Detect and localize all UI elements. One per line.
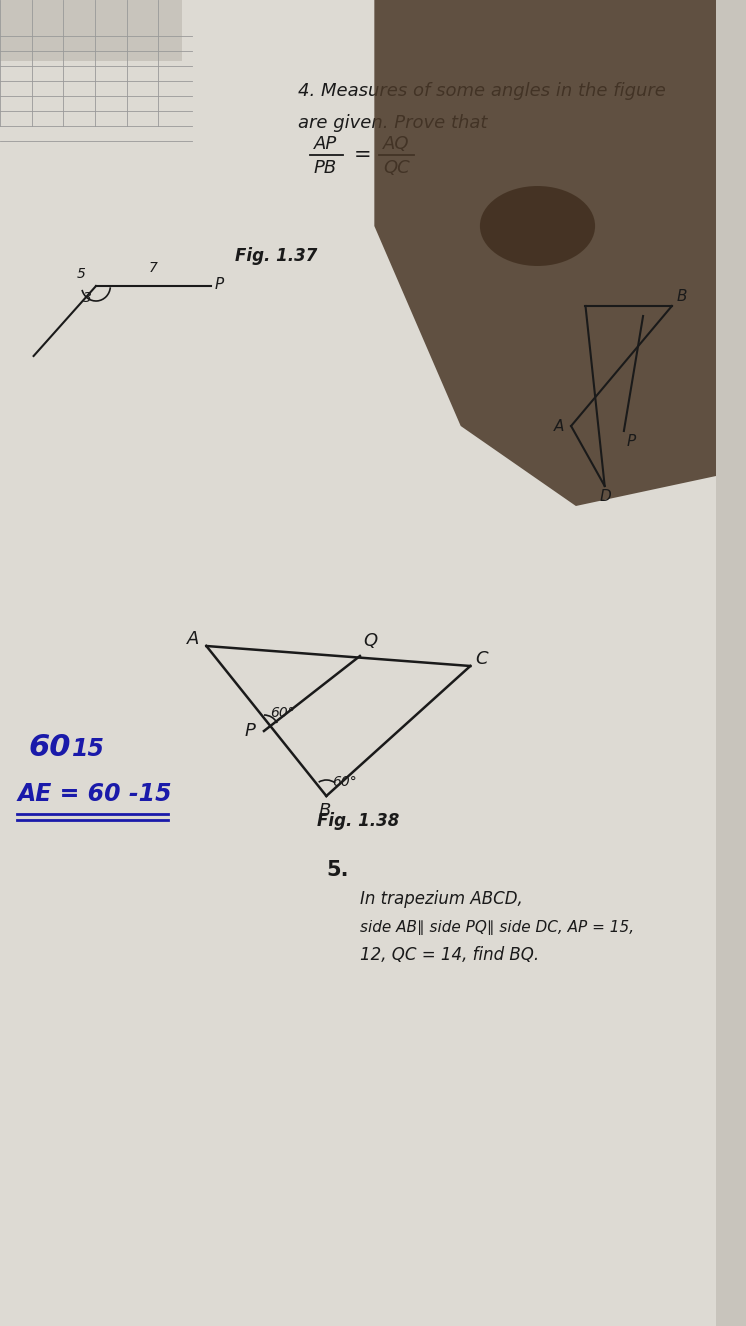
Text: P: P [245, 721, 256, 740]
FancyBboxPatch shape [0, 0, 182, 61]
Text: 60: 60 [29, 733, 72, 762]
Text: side AB∥ side PQ∥ side DC, AP = 15,: side AB∥ side PQ∥ side DC, AP = 15, [360, 920, 634, 935]
Polygon shape [374, 0, 716, 507]
Text: P: P [215, 277, 225, 292]
Text: =: = [354, 145, 372, 164]
Text: P: P [627, 434, 636, 450]
Text: AE = 60 -15: AE = 60 -15 [17, 782, 172, 806]
FancyBboxPatch shape [0, 0, 716, 1326]
Text: AQ: AQ [383, 135, 410, 152]
Text: A: A [187, 630, 199, 648]
Text: AP: AP [314, 135, 337, 152]
Text: QC: QC [383, 159, 410, 176]
Text: 15: 15 [72, 737, 105, 761]
Text: Q: Q [363, 633, 377, 650]
Text: Fig. 1.37: Fig. 1.37 [235, 247, 318, 265]
Text: A: A [554, 419, 564, 434]
Text: 4. Measures of some angles in the figure: 4. Measures of some angles in the figure [298, 82, 665, 99]
Text: 60°: 60° [270, 705, 295, 720]
Text: 7: 7 [148, 261, 157, 274]
Text: are given. Prove that: are given. Prove that [298, 114, 487, 133]
Ellipse shape [480, 186, 595, 267]
Text: PB: PB [314, 159, 337, 176]
Text: B: B [319, 802, 331, 819]
Text: 12, QC = 14, find BQ.: 12, QC = 14, find BQ. [360, 945, 539, 964]
Text: In trapezium ABCD,: In trapezium ABCD, [360, 890, 523, 908]
Text: D: D [600, 489, 612, 504]
Text: 60°: 60° [332, 774, 357, 789]
Text: 3: 3 [83, 290, 92, 305]
Text: 5.: 5. [326, 861, 349, 880]
Text: C: C [475, 650, 488, 668]
Text: 5: 5 [77, 267, 86, 281]
Text: B: B [677, 289, 687, 304]
Text: Fig. 1.38: Fig. 1.38 [317, 812, 399, 830]
